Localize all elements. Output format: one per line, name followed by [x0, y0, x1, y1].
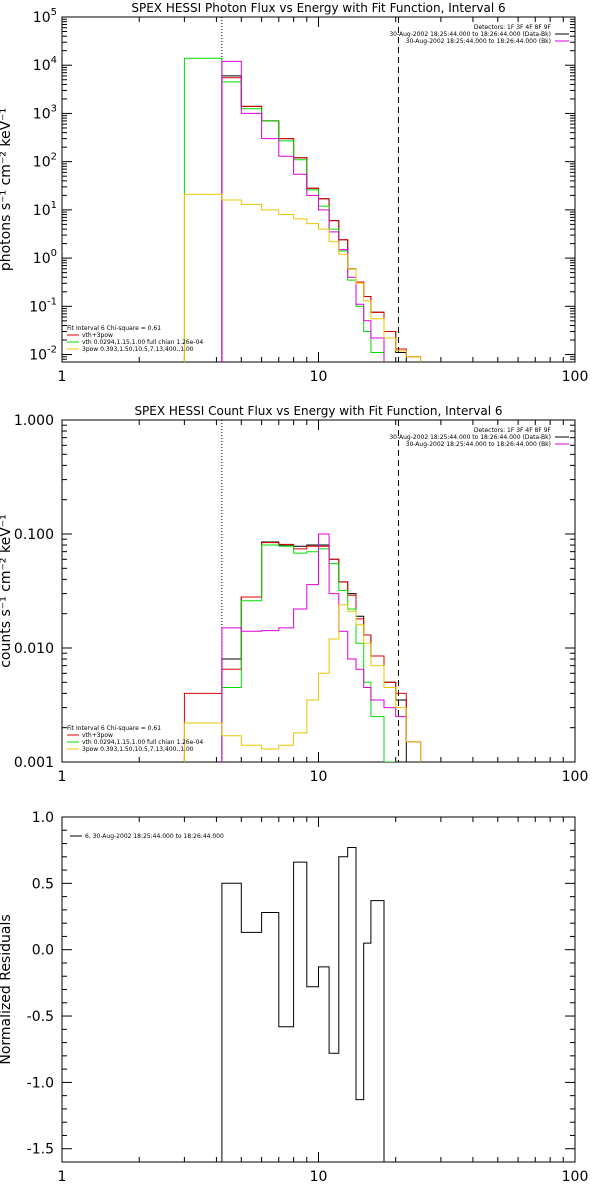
- chart-panel-3: 1 10 100 -1.5 -1.0 -0.5 0.0 0.5 1.0 Normalized Re…: [0, 810, 588, 1185]
- legend-entry: vth 0.0294,1.15,1.00 full chian 1.26e-04: [82, 739, 203, 746]
- y-tick-label-base: 10: [33, 251, 51, 267]
- x-tick-label: 100: [562, 769, 589, 785]
- y-tick-label: 1.0: [32, 810, 54, 826]
- y-axis-label: counts s⁻¹ cm⁻² keV⁻¹: [0, 514, 14, 668]
- y-tick-label: -1.5: [27, 1142, 54, 1158]
- series-histogram-red: [183, 542, 422, 762]
- chart-panel-1: SPEX HESSI Photon Flux vs Energy with Fi…: [0, 1, 588, 385]
- series-histogram-black: [221, 847, 385, 1162]
- legend-entry: 3pow 0.393,1.50,10.5,7.13,400.,1.00: [82, 746, 194, 753]
- y-tick-label: 1.000: [14, 413, 54, 429]
- plot-area: [221, 847, 385, 1162]
- x-tick-label: 10: [310, 369, 328, 385]
- y-tick-label-exponent: 0: [51, 248, 57, 259]
- x-tick-label: 100: [562, 369, 589, 385]
- y-tick-label: -1.0: [27, 1075, 54, 1091]
- y-tick-label-base: 10: [33, 58, 51, 74]
- plot-area: [183, 57, 422, 362]
- y-tick-label-base: 10: [33, 106, 51, 122]
- x-tick-label: 10: [310, 1169, 328, 1185]
- y-tick-label: 0.100: [14, 527, 54, 543]
- x-tick-label: 1: [58, 1169, 67, 1185]
- series-histogram-red: [221, 77, 422, 362]
- series-histogram-black: [221, 541, 407, 762]
- y-tick-label-base: 10: [33, 10, 51, 26]
- y-tick-label: 104: [33, 55, 57, 74]
- plot-frame: [61, 816, 576, 1163]
- legend-entry: 30-Aug-2002 18:25:44.000 to 18:26:44.000…: [406, 38, 551, 45]
- y-axis-label: photons s⁻¹ cm⁻² keV⁻¹: [0, 108, 14, 271]
- plot-frame: [61, 419, 576, 763]
- legend-entry: Fit Interval 6 Chi-square = 0.61: [67, 725, 161, 732]
- y-tick-label: 101: [33, 200, 57, 219]
- plot-area: [183, 533, 422, 762]
- y-tick-label-exponent: -2: [47, 345, 57, 356]
- y-tick-label: 105: [33, 7, 57, 26]
- y-tick-label: 10-1: [29, 296, 57, 315]
- legend-entry: 30-Aug-2002 18:25:44.000 to 18:26:44.000…: [389, 434, 551, 441]
- x-tick-label: 1: [58, 769, 67, 785]
- y-axis-label: Normalized Residuals: [0, 914, 14, 1064]
- x-tick-label: 100: [562, 1169, 589, 1185]
- chart-title: SPEX HESSI Photon Flux vs Energy with Fi…: [131, 1, 505, 15]
- legend-entry: 6, 30-Aug-2002 18:25:44.000 to 18:26:44.…: [85, 833, 224, 840]
- series-histogram-magenta: [221, 60, 385, 362]
- legend-entry: vth+3pow: [82, 332, 113, 339]
- x-tick-label: 1: [58, 369, 67, 385]
- y-tick-label-base: 10: [33, 155, 51, 171]
- y-tick-label-base: 10: [29, 348, 47, 364]
- series-histogram-yellow: [183, 604, 422, 762]
- chart-panel-2: SPEX HESSI Count Flux vs Energy with Fit…: [0, 404, 588, 785]
- y-tick-label-base: 10: [29, 299, 47, 315]
- chart-title: SPEX HESSI Count Flux vs Energy with Fit…: [134, 404, 502, 418]
- series-histogram-green: [183, 57, 385, 362]
- legend-entry: Fit Interval 6 Chi-square = 0.61: [67, 325, 161, 332]
- series-histogram-magenta: [221, 533, 422, 762]
- y-tick-label: 0.0: [32, 943, 54, 959]
- series-histogram-green: [221, 544, 396, 762]
- y-tick-label: 0.5: [32, 876, 54, 892]
- legend-entry: 30-Aug-2002 18:25:44.000 to 18:26:44.000…: [406, 441, 551, 448]
- legend-entry: 30-Aug-2002 18:25:44.000 to 18:26:44.000…: [389, 31, 551, 38]
- y-tick-label-exponent: -1: [47, 296, 57, 307]
- series-histogram-yellow: [183, 193, 422, 362]
- legend-entry: 3pow 0.393,1.50,10.5,7.13,400.,1.00: [82, 346, 194, 353]
- y-tick-label-exponent: 1: [51, 200, 57, 211]
- y-tick-label-exponent: 4: [51, 55, 57, 66]
- y-tick-label: 100: [33, 248, 57, 267]
- y-tick-label: 0.001: [14, 755, 54, 771]
- legend-entry: Detectors: 1F 3F 4F 8F 9F: [474, 24, 552, 31]
- y-tick-label: 102: [33, 152, 57, 171]
- legend-entry: Detectors: 1F 3F 4F 8F 9F: [474, 427, 552, 434]
- legend-entry: vth+3pow: [82, 732, 113, 739]
- y-tick-label-exponent: 5: [51, 7, 57, 18]
- legend-entry: vth 0.0294,1.15,1.00 full chian 1.26e-04: [82, 339, 203, 346]
- x-tick-label: 10: [310, 769, 328, 785]
- y-tick-label: 103: [33, 103, 57, 122]
- y-tick-label: 10-2: [29, 345, 57, 364]
- y-tick-label: -0.5: [27, 1009, 54, 1025]
- y-tick-label: 0.010: [14, 641, 54, 657]
- y-tick-label-exponent: 2: [51, 152, 57, 163]
- y-tick-label-base: 10: [33, 203, 51, 219]
- y-tick-label-exponent: 3: [51, 103, 57, 114]
